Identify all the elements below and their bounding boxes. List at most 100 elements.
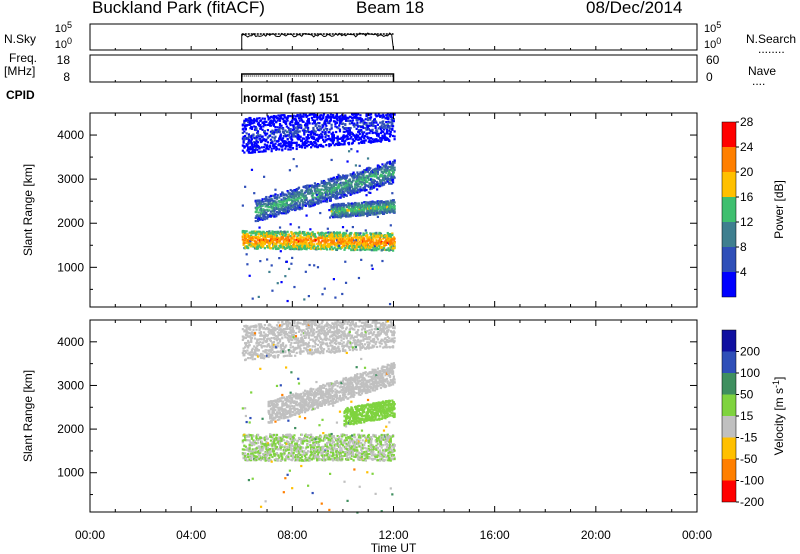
power-noise-cell (253, 192, 256, 195)
power-cell (357, 238, 360, 241)
power-cell (297, 136, 300, 139)
power-cell (241, 123, 244, 126)
velocity-cell (247, 352, 250, 355)
power-cell (355, 133, 358, 136)
velocity-noise-cell (244, 407, 247, 410)
power-cell (360, 141, 364, 144)
velocity-cell (241, 338, 244, 341)
power-noise-cell (346, 160, 349, 163)
power-cell (357, 185, 360, 188)
power-cell (385, 205, 388, 208)
power-cell (383, 244, 386, 247)
power-cell (363, 238, 366, 242)
power-cell (258, 135, 261, 138)
power-cell (269, 202, 272, 205)
power-cell (354, 208, 357, 211)
power-cell (363, 169, 366, 172)
velocity-cell (266, 339, 269, 343)
power-cell (367, 245, 370, 249)
velocity-cell (242, 336, 245, 339)
power-cell (281, 192, 285, 195)
power-cell (372, 246, 375, 249)
power-cell (265, 120, 268, 123)
power-cell (335, 130, 338, 134)
velocity-cell (251, 448, 254, 451)
velocity-cell (258, 331, 261, 334)
power-cell (373, 179, 376, 183)
power-ytick-label: 1000 (57, 260, 84, 274)
power-cell (323, 232, 326, 235)
velocity-cell (243, 453, 246, 456)
power-cell (300, 144, 303, 147)
power-cell (376, 133, 379, 136)
power-cell (357, 236, 360, 240)
power-cell (317, 247, 320, 251)
power-cell (332, 193, 335, 197)
power-cell (251, 149, 254, 152)
velocity-cell (245, 332, 248, 336)
power-cell (341, 174, 345, 177)
power-cell (266, 215, 269, 219)
velocity-cell (256, 439, 260, 442)
velocity-noise-cell (247, 478, 251, 482)
velocity-cell (253, 324, 256, 328)
power-cell (335, 175, 339, 179)
velocity-cell (259, 341, 262, 344)
power-cell (314, 191, 317, 194)
power-cell (380, 129, 383, 133)
power-cell (355, 127, 358, 130)
velocity-cell (263, 443, 266, 447)
velocity-cell (259, 438, 262, 441)
power-cell (339, 118, 342, 121)
power-cell (368, 122, 371, 125)
velocity-noise-cell (250, 391, 253, 394)
velocity-cell (247, 450, 251, 453)
power-cell (325, 143, 328, 147)
power-cell (357, 130, 361, 133)
power-cell (287, 115, 290, 118)
velocity-cell (258, 325, 261, 329)
power-cell (382, 120, 385, 123)
power-cell (379, 131, 383, 135)
power-cell (250, 142, 254, 145)
velocity-cell (259, 451, 262, 454)
power-ylabel: Slant Range [km] (21, 164, 35, 256)
power-cell (257, 206, 260, 209)
power-cell (274, 193, 277, 196)
power-cell (366, 117, 370, 120)
velocity-cell (267, 330, 270, 333)
power-cell (392, 171, 395, 174)
power-cell (382, 165, 386, 168)
velocity-cell (247, 435, 251, 438)
power-cell (380, 200, 383, 203)
power-cell (375, 174, 378, 178)
power-cell (393, 161, 396, 164)
power-cell (250, 119, 254, 122)
power-cell (338, 122, 342, 125)
velocity-cell (263, 354, 266, 358)
velocity-cell (249, 328, 252, 331)
power-cell (310, 190, 313, 193)
power-cell (380, 234, 383, 237)
power-cell (375, 121, 378, 124)
power-cell (391, 233, 394, 237)
power-cell (343, 214, 346, 218)
power-cell (375, 170, 378, 174)
power-cell (269, 144, 272, 147)
power-cell (295, 193, 298, 196)
power-cell (391, 160, 395, 164)
power-cell (250, 138, 254, 141)
power-cell (360, 238, 363, 241)
power-cell (369, 235, 372, 238)
power-cell (294, 118, 298, 121)
power-cell (256, 218, 260, 221)
power-cell (351, 212, 354, 215)
power-cell (346, 135, 349, 138)
power-cell (358, 177, 361, 180)
power-cell (291, 189, 294, 192)
power-cell (274, 237, 277, 241)
power-cell (379, 121, 382, 124)
power-cell (376, 245, 379, 248)
power-noise-cell (338, 244, 341, 247)
velocity-noise-cell (245, 420, 248, 424)
